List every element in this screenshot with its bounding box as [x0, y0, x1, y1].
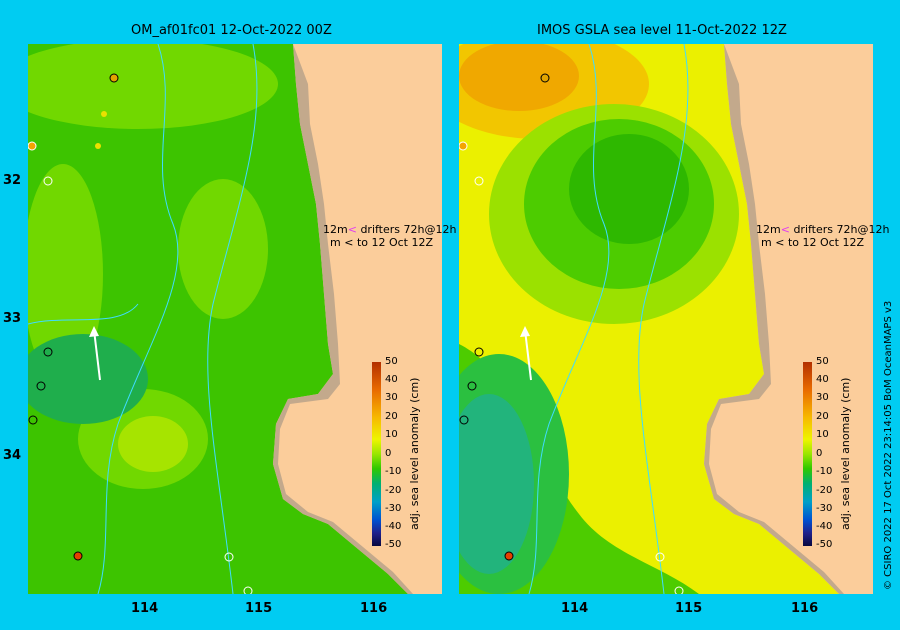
left-colorbar-title: adj. sea level anomaly (cm)	[408, 377, 421, 530]
right-low-core	[569, 134, 689, 244]
right-colorbar	[803, 362, 812, 546]
left-cb-tick: -50	[385, 539, 402, 550]
lat-label-34: 34	[3, 448, 22, 463]
credit-text: © CSIRO 2022 17 Oct 2022 23:14:05 BoM Oc…	[883, 300, 894, 590]
left-legend-line1: 12m< drifters 72h@12h	[323, 223, 457, 236]
right-lon-label-116: 116	[791, 601, 819, 616]
right-cb-tick: -30	[816, 503, 833, 514]
left-peak-blob	[118, 416, 188, 472]
left-cb-tick: 50	[385, 356, 398, 367]
left-high-blob-west	[28, 164, 103, 384]
right-cb-tick: 20	[816, 411, 829, 422]
right-legend-line2: m < to 12 Oct 12Z	[761, 236, 865, 249]
left-cb-tick: 0	[385, 448, 392, 459]
panel-right-title: IMOS GSLA sea level 11-Oct-2022 12Z	[537, 23, 787, 38]
lat-label-33: 33	[3, 311, 22, 326]
left-cb-tick: -40	[385, 521, 402, 532]
left-colorbar	[372, 362, 381, 546]
right-legend-line1: 12m< drifters 72h@12h	[756, 223, 890, 236]
right-cb-tick: 30	[816, 392, 829, 403]
left-cb-tick: -30	[385, 503, 402, 514]
left-high-blob-central	[178, 179, 268, 319]
left-cb-tick: 10	[385, 429, 398, 440]
left-lon-label-114: 114	[131, 601, 159, 616]
panel-left-title: OM_af01fc01 12-Oct-2022 00Z	[131, 23, 332, 38]
left-cb-tick: 30	[385, 392, 398, 403]
right-cb-tick: 40	[816, 374, 829, 385]
right-map	[459, 44, 873, 594]
right-lon-label-114: 114	[561, 601, 589, 616]
right-cb-tick: 0	[816, 448, 823, 459]
left-cb-tick: 20	[385, 411, 398, 422]
right-cb-tick: 10	[816, 429, 829, 440]
right-cb-tick: -20	[816, 485, 833, 496]
right-cb-tick: -40	[816, 521, 833, 532]
left-cb-tick: -20	[385, 485, 402, 496]
right-cb-tick: 50	[816, 356, 829, 367]
right-peak-blob	[459, 44, 579, 111]
right-colorbar-title: adj. sea level anomaly (cm)	[839, 377, 852, 530]
left-lon-label-116: 116	[360, 601, 388, 616]
left-map	[28, 44, 442, 594]
right-cb-tick: -50	[816, 539, 833, 550]
left-low-blob	[28, 334, 148, 424]
lat-label-32: 32	[3, 173, 22, 188]
left-cb-tick: 40	[385, 374, 398, 385]
left-cb-tick: -10	[385, 466, 402, 477]
left-legend-line2: m < to 12 Oct 12Z	[330, 236, 434, 249]
right-lon-label-115: 115	[675, 601, 703, 616]
right-cb-tick: -10	[816, 466, 833, 477]
left-high-blob-north	[28, 44, 278, 129]
left-lon-label-115: 115	[245, 601, 273, 616]
right-low-south	[459, 394, 534, 574]
